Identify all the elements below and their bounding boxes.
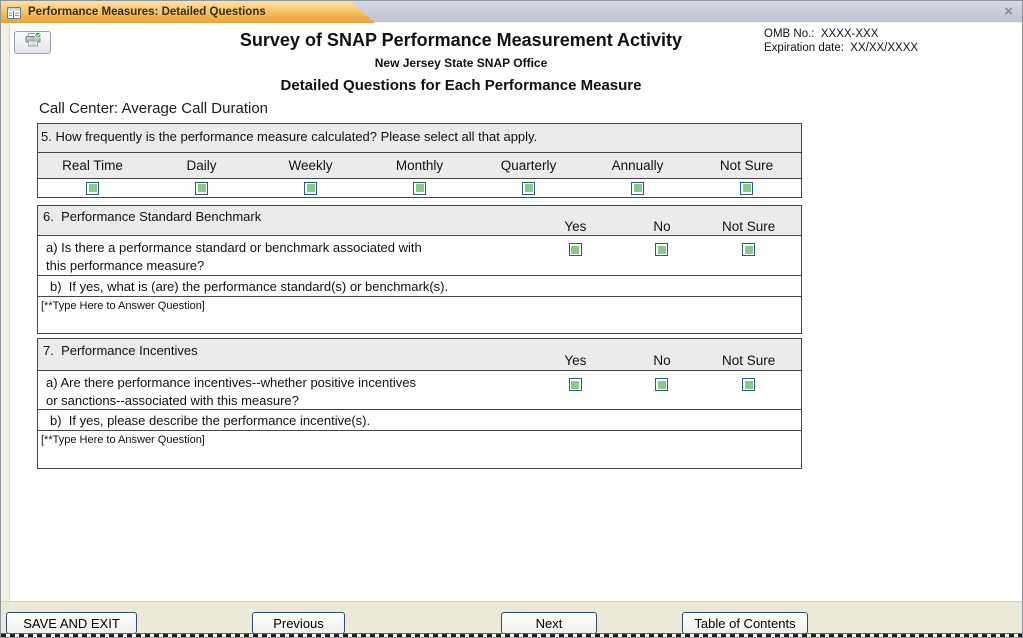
q7-answer-placeholder: [**Type Here to Answer Question] <box>41 434 205 446</box>
q5-option-label-annually: Annually <box>611 158 664 173</box>
q6-answer-textbox[interactable]: [**Type Here to Answer Question] <box>38 296 801 333</box>
choice-header-yes: Yes <box>564 353 587 368</box>
checkbox-fill <box>415 184 424 192</box>
question-5-box: 5. How frequently is the performance mea… <box>37 123 802 198</box>
measure-title: Call Center: Average Call Duration <box>39 100 269 117</box>
section-title: Detailed Questions for Each Performance … <box>280 77 642 94</box>
form-canvas-edge <box>9 24 10 601</box>
checkbox-fill <box>633 184 642 192</box>
omb-block: OMB No.: XXXX-XXX Expiration date: XX/XX… <box>764 27 918 55</box>
q6a-question-line2: this performance measure? <box>46 258 205 273</box>
checkbox-fill <box>88 184 97 192</box>
q5-option-label-not-sure: Not Sure <box>719 158 774 173</box>
q5-option-label-real-time: Real Time <box>62 158 123 173</box>
question-6-box: 6. Performance Standard Benchmark Yes No… <box>37 205 802 334</box>
q5-checkbox-annually[interactable] <box>631 181 644 195</box>
q6a-row: a) Is there a performance standard or be… <box>38 235 801 275</box>
q5-option-label-weekly: Weekly <box>288 158 333 173</box>
q7a-checkboxes <box>532 378 792 391</box>
q6a-checkbox-no[interactable] <box>655 243 669 256</box>
omb-number: OMB No.: XXXX-XXX <box>764 28 879 40</box>
save-and-exit-button[interactable]: SAVE AND EXIT <box>6 612 137 634</box>
choice-header-yes: Yes <box>564 219 587 234</box>
question-7-box: 7. Performance Incentives Yes No Not Sur… <box>37 338 802 469</box>
q7a-checkbox-not-sure[interactable] <box>742 378 756 391</box>
checkbox-fill <box>571 245 580 254</box>
q5-checkbox-weekly[interactable] <box>304 181 317 195</box>
q6-title: 6. Performance Standard Benchmark <box>43 209 262 224</box>
navigation-footer: SAVE AND EXIT Previous Next Table of Con… <box>1 601 1022 634</box>
q5-checkbox-real-time[interactable] <box>86 181 99 195</box>
tab-performance-measures[interactable]: Performance Measures: Detailed Questions <box>1 1 375 23</box>
q5-option-label-monthly: Monthly <box>395 158 444 173</box>
q7a-question-line2: or sanctions--associated with this measu… <box>46 393 299 408</box>
q7a-question-line1: a) Are there performance incentives--whe… <box>46 375 416 390</box>
form-icon <box>7 5 21 23</box>
q7-answer-textbox[interactable]: [**Type Here to Answer Question] <box>38 430 801 468</box>
checkbox-fill <box>657 245 666 254</box>
q5-option-labels: Real Time Daily Weekly Monthly Quarterly… <box>38 152 801 178</box>
checkbox-fill <box>657 380 666 389</box>
bottom-dashed-edge <box>1 633 1022 637</box>
survey-title: Survey of SNAP Performance Measurement A… <box>239 30 683 50</box>
checkbox-fill <box>571 380 580 389</box>
q5-option-label-daily: Daily <box>186 158 217 173</box>
tab-label: Performance Measures: Detailed Questions <box>28 6 266 18</box>
choice-header-no: No <box>653 219 671 234</box>
q7b-question: b) If yes, please describe the performan… <box>38 409 801 430</box>
document-tab-bar: Performance Measures: Detailed Questions… <box>1 1 1022 23</box>
table-of-contents-button[interactable]: Table of Contents <box>682 612 808 634</box>
q5-checkbox-row <box>38 178 801 197</box>
printer-icon <box>24 31 42 53</box>
checkbox-fill <box>744 380 753 389</box>
q5-question: 5. How frequently is the performance mea… <box>38 124 801 152</box>
checkbox-fill <box>197 184 206 192</box>
choice-header-not-sure: Not Sure <box>722 353 776 368</box>
q5-checkbox-quarterly[interactable] <box>522 181 535 195</box>
expiration-date: Expiration date: XX/XX/XXXX <box>764 42 919 54</box>
q6b-question: b) If yes, what is (are) the performance… <box>38 275 801 296</box>
q7a-row: a) Are there performance incentives--whe… <box>38 370 801 409</box>
q5-checkbox-daily[interactable] <box>195 181 208 195</box>
print-button[interactable] <box>14 31 51 54</box>
office-subtitle: New Jersey State SNAP Office <box>374 56 548 70</box>
next-button[interactable]: Next <box>501 612 597 634</box>
checkbox-fill <box>524 184 533 192</box>
q7-choice-headers: Yes No Not Sure <box>532 353 792 368</box>
q6-answer-placeholder: [**Type Here to Answer Question] <box>41 300 205 312</box>
choice-header-no: No <box>653 353 671 368</box>
q5-checkbox-monthly[interactable] <box>413 181 426 195</box>
q7a-checkbox-yes[interactable] <box>568 378 582 391</box>
previous-button[interactable]: Previous <box>252 612 345 634</box>
q5-option-label-quarterly: Quarterly <box>500 158 557 173</box>
close-icon[interactable]: × <box>1004 3 1013 20</box>
q5-checkbox-not-sure[interactable] <box>740 181 753 195</box>
q6a-question-line1: a) Is there a performance standard or be… <box>46 240 422 255</box>
q6-choice-headers: Yes No Not Sure <box>532 219 792 234</box>
q7-title: 7. Performance Incentives <box>43 343 198 358</box>
q6a-checkboxes <box>532 243 792 256</box>
q7a-checkbox-no[interactable] <box>655 378 669 391</box>
checkbox-fill <box>306 184 315 192</box>
checkbox-fill <box>744 245 753 254</box>
q6a-checkbox-not-sure[interactable] <box>742 243 756 256</box>
choice-header-not-sure: Not Sure <box>722 219 776 234</box>
checkbox-fill <box>742 184 751 192</box>
q6a-checkbox-yes[interactable] <box>568 243 582 256</box>
form-left-gutter <box>1 24 9 601</box>
